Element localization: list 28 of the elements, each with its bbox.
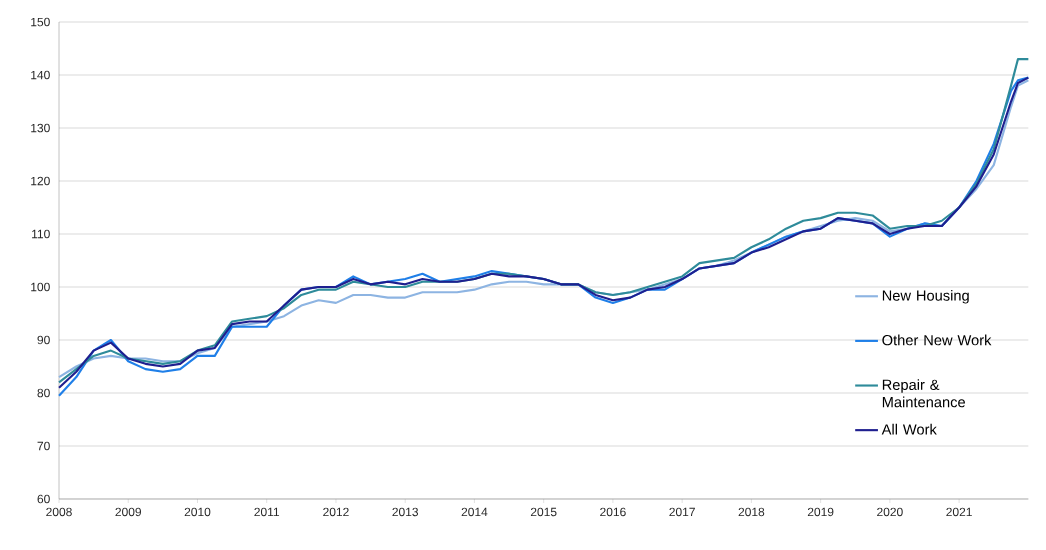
y-tick-label: 70 (37, 441, 50, 451)
legend-label: Other New Work (882, 334, 992, 346)
y-tick-label: 150 (31, 17, 50, 27)
legend-label: New Housing (882, 289, 969, 304)
y-tick-label: 110 (32, 229, 50, 239)
y-tick-label: 90 (37, 335, 50, 345)
x-tick-label: 2020 (877, 507, 903, 517)
y-tick-label: 80 (37, 388, 50, 398)
y-tick-label: 60 (37, 494, 50, 504)
x-tick-label: 2012 (323, 507, 349, 517)
y-tick-label: 140 (31, 70, 50, 80)
x-tick-label: 2017 (669, 507, 695, 517)
x-tick-label: 2018 (738, 507, 765, 517)
x-tick-label: 2016 (600, 507, 626, 517)
x-tick-label: 2008 (46, 507, 72, 517)
legend-label: Repair & Maintenance (882, 379, 965, 408)
x-tick-label: 2015 (530, 507, 557, 517)
x-tick-label: 2009 (115, 507, 142, 517)
x-tick-label: 2014 (461, 507, 488, 517)
x-tick-label: 2021 (946, 507, 972, 517)
x-tick-label: 2011 (254, 507, 280, 517)
y-tick-label: 100 (31, 282, 50, 292)
y-tick-label: 130 (31, 123, 50, 133)
x-tick-label: 2010 (184, 507, 211, 517)
x-tick-label: 2013 (392, 507, 419, 517)
x-tick-label: 2019 (807, 507, 834, 517)
legend-label: All Work (881, 423, 937, 435)
y-tick-label: 120 (31, 176, 50, 186)
